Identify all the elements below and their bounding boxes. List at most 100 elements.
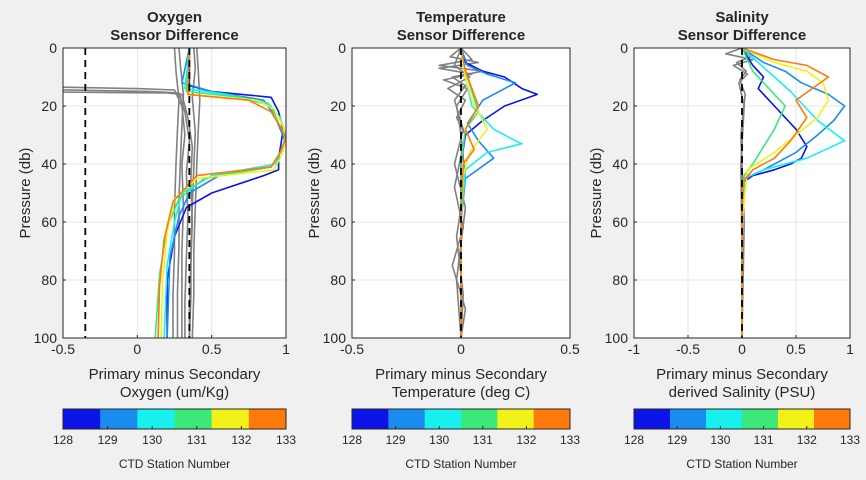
y-tick-label: 80 — [41, 272, 57, 288]
x-axis-label: Primary minus Secondary — [656, 366, 828, 383]
y-tick-label: 80 — [330, 272, 346, 288]
y-tick-label: 0 — [620, 40, 628, 56]
series-line-station — [741, 48, 830, 338]
y-tick-label: 60 — [330, 214, 346, 230]
colorbar-segment — [814, 409, 851, 429]
colorbar-segment — [497, 409, 535, 429]
colorbar-segment — [211, 409, 250, 429]
x-tick-label: -0.5 — [340, 341, 364, 357]
gray-series-line — [188, 48, 197, 338]
x-tick-label: 0.5 — [786, 341, 806, 357]
plot-area — [724, 48, 846, 338]
colorbar-border — [62, 408, 287, 430]
x-axis-label: Primary minus Secondary — [375, 366, 547, 383]
y-tick-label: 20 — [612, 98, 628, 114]
colorbar: 128 129 130 131 132 133 CTD Station Number — [342, 408, 580, 471]
x-tick-label: 0.5 — [560, 341, 580, 357]
colorbar-tick-label: 129 — [667, 433, 687, 447]
colorbar-label: CTD Station Number — [119, 457, 230, 471]
chart-title: Salinity — [715, 9, 769, 26]
gray-series-line — [176, 48, 185, 338]
colorbar-segment — [634, 409, 671, 429]
colorbar-tick-label: 131 — [473, 433, 493, 447]
y-tick-label: 40 — [41, 156, 57, 172]
colorbar-segment — [670, 409, 707, 429]
series-line-station — [160, 48, 286, 338]
x-tick-label: -0.5 — [676, 341, 700, 357]
colorbar-segment — [424, 409, 462, 429]
y-tick-label: 0 — [338, 40, 346, 56]
chart-title: Oxygen — [147, 9, 202, 26]
x-axis-label-units: Oxygen (um/Kg) — [120, 384, 229, 401]
colorbar-segment — [100, 409, 138, 429]
y-tick-label: 80 — [612, 272, 628, 288]
chart-title: Temperature — [416, 9, 506, 26]
y-axis-label: Pressure (db) — [588, 148, 605, 239]
gray-series-line — [438, 48, 484, 338]
x-tick-label: -1 — [628, 341, 641, 357]
x-axis-label: Primary minus Secondary — [89, 366, 261, 383]
colorbar-tick-label: 130 — [710, 433, 730, 447]
y-tick-label: 40 — [330, 156, 346, 172]
plot-area — [438, 48, 539, 338]
plot-area — [63, 48, 286, 338]
colorbar-tick-label: 128 — [53, 433, 73, 447]
colorbar-tick-label: 128 — [624, 433, 644, 447]
colorbar-tick-label: 132 — [797, 433, 817, 447]
colorbar-segment — [137, 409, 175, 429]
axes-box — [62, 47, 287, 339]
gray-series-line — [63, 86, 186, 338]
y-axis-label: Pressure (db) — [306, 148, 323, 239]
colorbar-segment — [706, 409, 743, 429]
series-line-station — [157, 48, 286, 338]
colorbar-border — [633, 408, 851, 430]
y-tick-label: 100 — [605, 330, 629, 346]
colorbar-tick-label: 128 — [342, 433, 362, 447]
chart-subtitle: Sensor Difference — [678, 27, 806, 44]
chart-subtitle: Sensor Difference — [110, 27, 238, 44]
colorbar-tick-label: 132 — [516, 433, 536, 447]
colorbar-segment — [352, 409, 389, 429]
series-line-station — [741, 48, 830, 338]
y-tick-label: 20 — [330, 98, 346, 114]
colorbar-border — [351, 408, 571, 430]
colorbar-tick-label: 129 — [386, 433, 406, 447]
x-tick-label: 1 — [282, 341, 290, 357]
y-tick-label: 0 — [49, 40, 57, 56]
colorbar-segment — [778, 409, 815, 429]
colorbar-segment — [248, 409, 287, 429]
x-tick-label: 0 — [457, 341, 465, 357]
colorbar-tick-label: 133 — [560, 433, 580, 447]
colorbar-tick-label: 132 — [231, 433, 251, 447]
colorbar-label: CTD Station Number — [686, 457, 797, 471]
colorbar-tick-label: 129 — [98, 433, 118, 447]
colorbar-tick-label: 130 — [429, 433, 449, 447]
y-axis-label: Pressure (db) — [17, 148, 34, 239]
chart-subtitle: Sensor Difference — [397, 27, 525, 44]
x-tick-label: 0.5 — [202, 341, 222, 357]
colorbar-segment — [388, 409, 426, 429]
y-tick-label: 60 — [41, 214, 57, 230]
y-tick-label: 60 — [612, 214, 628, 230]
gray-series-line — [172, 48, 180, 338]
colorbar: 128 129 130 131 132 133 CTD Station Number — [624, 408, 860, 471]
colorbar-tick-label: 133 — [840, 433, 860, 447]
series-line-station — [460, 48, 480, 338]
x-tick-label: 0 — [133, 341, 141, 357]
y-tick-label: 100 — [323, 330, 347, 346]
colorbar: 128 129 130 131 132 133 CTD Station Number — [53, 408, 296, 471]
y-tick-label: 40 — [612, 156, 628, 172]
x-axis-label-units: Temperature (deg C) — [392, 384, 530, 401]
colorbar-segment — [533, 409, 571, 429]
colorbar-tick-label: 133 — [276, 433, 296, 447]
colorbar-segment — [742, 409, 779, 429]
gray-series-line — [191, 48, 201, 338]
colorbar-segment — [174, 409, 213, 429]
colorbar-tick-label: 130 — [142, 433, 162, 447]
y-tick-label: 20 — [41, 98, 57, 114]
colorbar-tick-label: 131 — [187, 433, 207, 447]
colorbar-tick-label: 131 — [754, 433, 774, 447]
